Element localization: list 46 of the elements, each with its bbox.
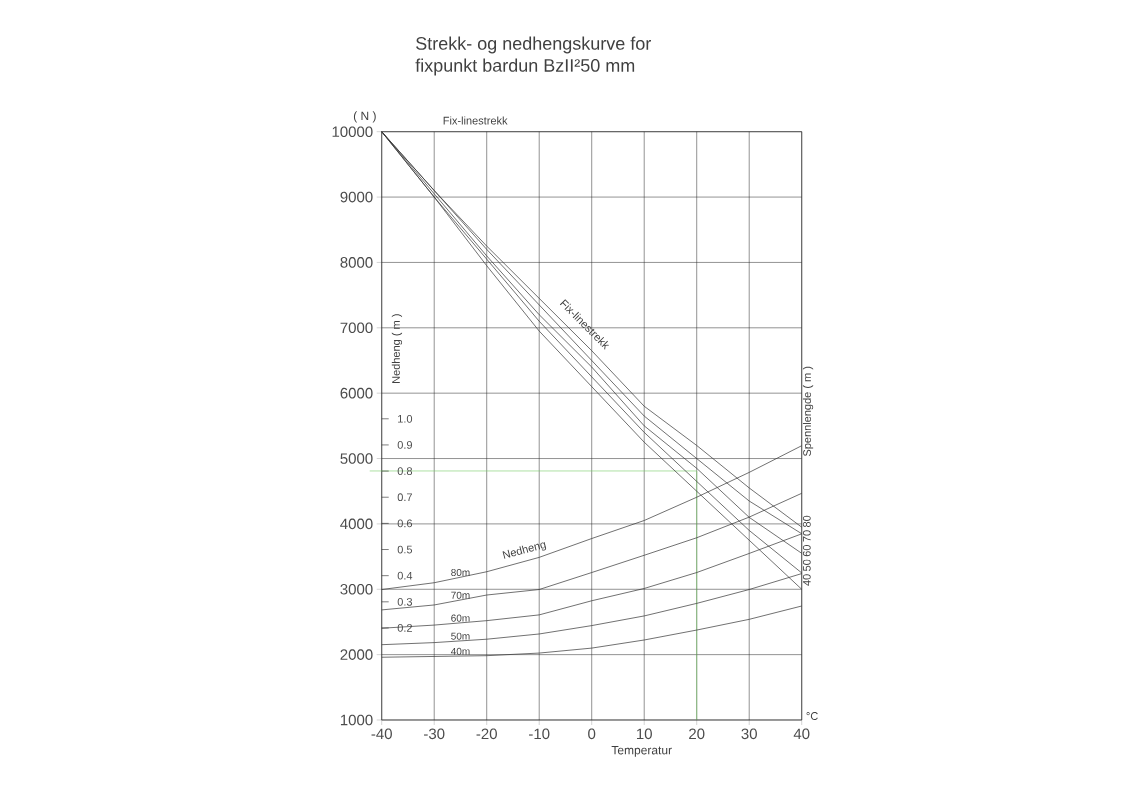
y2-axis-title: Nedheng ( m ) [391, 314, 403, 383]
x-tick-label: 30 [741, 728, 757, 740]
y-axis-title: ( N ) [353, 111, 376, 123]
series-label: 60m [451, 614, 470, 622]
x-tick-label: -40 [371, 728, 392, 740]
text: 40 [802, 574, 811, 586]
text: Fix-linestrekk [443, 116, 508, 125]
y-tick-label: 6000 [340, 387, 373, 399]
y-tick-label: 3000 [340, 583, 373, 595]
y-tick-label: 4000 [340, 518, 373, 530]
chart-subtitle: fixpunkt bardun BzII²50 mm [415, 58, 635, 76]
series-label: 80m [451, 568, 470, 577]
text: 50 [802, 559, 811, 571]
text: 70 [802, 530, 811, 542]
series-label: 50m [451, 632, 470, 640]
y-tick-label: 7000 [340, 322, 373, 334]
annotation: Nedheng [502, 542, 547, 559]
x-tick-label: 20 [689, 728, 705, 740]
x-tick-label: 40 [793, 728, 810, 740]
text: °C [806, 712, 818, 720]
series-label: 70m [451, 591, 470, 599]
x-tick-label: 0 [588, 728, 596, 740]
x-tick-label: -20 [476, 728, 497, 740]
y-tick-label: 1000 [340, 714, 373, 726]
y2-tick-label: 0.5 [397, 545, 413, 554]
text: Spennlengde ( m ) [802, 366, 814, 457]
y2-tick-label: 0.7 [397, 493, 412, 502]
series-label: 40m [450, 647, 470, 655]
y-tick-label: 2000 [340, 649, 373, 660]
y2-tick-label: 0.9 [397, 441, 413, 449]
y-tick-label: 10000 [332, 126, 373, 138]
y-tick-label: 8000 [340, 257, 373, 268]
text: 80 [802, 515, 811, 528]
y2-tick-label: 0.3 [397, 597, 413, 606]
x-tick-label: -30 [424, 728, 445, 740]
x-tick-label: 10 [637, 728, 652, 740]
text: 60 [802, 545, 811, 557]
y-tick-label: 5000 [340, 453, 373, 464]
y2-tick-label: 0.4 [397, 571, 413, 580]
y2-tick-label: 0.6 [397, 519, 413, 528]
x-axis-title: Temperatur [611, 746, 672, 757]
chart-title: Strekk- og nedhengskurve for [416, 36, 651, 54]
y2-tick-label: 0.8 [397, 467, 413, 475]
y2-tick-label: 1.0 [398, 414, 413, 423]
y-tick-label: 9000 [340, 191, 373, 203]
x-tick-label: -10 [529, 728, 550, 740]
